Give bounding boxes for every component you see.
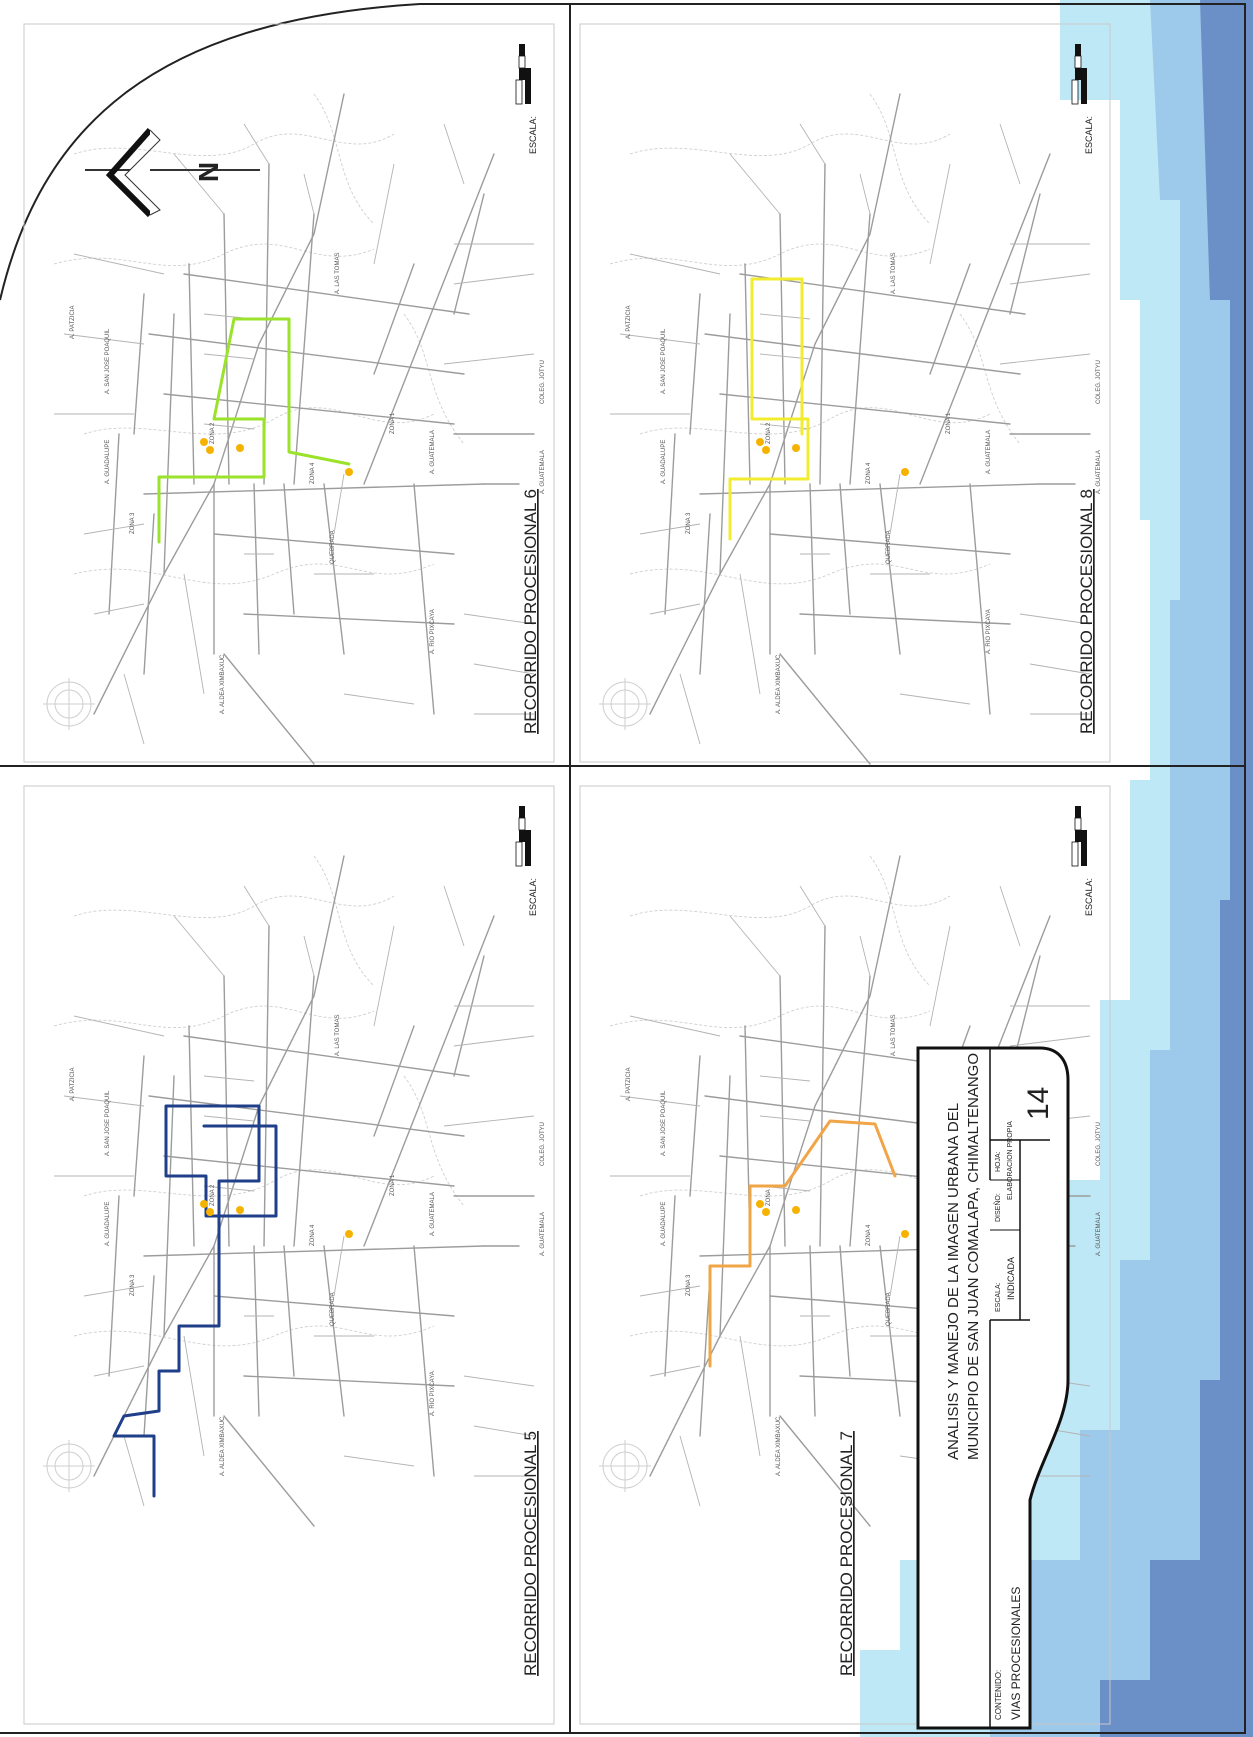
project-title-line1: ANALISIS Y MANEJO DE LA IMAGEN URBANA DE… <box>945 1103 962 1460</box>
map-panel-5: ESCALA: RECORRIDO PROCESIONAL 5 <box>23 785 555 1725</box>
sheet-outline <box>0 3 1246 1734</box>
marker-point <box>756 438 764 446</box>
scale-block-value: INDICADA <box>1006 1257 1016 1300</box>
marker-point <box>200 1200 208 1208</box>
scale-label: ESCALA: <box>1084 116 1094 154</box>
project-title-line2: MUNICIPIO DE SAN JUAN COMALAPA, CHIMALTE… <box>965 1053 982 1460</box>
panel-title: RECORRIDO PROCESIONAL 6 <box>521 489 540 734</box>
marker-point <box>792 444 800 452</box>
marker-point <box>901 1230 909 1238</box>
water-blocks <box>860 0 1253 1737</box>
sheet-number: 14 <box>1022 1087 1055 1120</box>
marker-point <box>792 1206 800 1214</box>
marker-point <box>236 444 244 452</box>
scale-label: ESCALA: <box>528 878 538 916</box>
marker-point <box>206 446 214 454</box>
north-arrow: N <box>85 128 260 218</box>
marker-point <box>200 438 208 446</box>
map-panel-8: ESCALA: RECORRIDO PROCESIONAL 8 <box>579 23 1111 765</box>
panel-title: RECORRIDO PROCESIONAL 7 <box>837 1431 856 1676</box>
map-panel-6: ESCALA: RECORRIDO PROCESIONAL 6 <box>23 23 555 765</box>
content-value: VIAS PROCESIONALES <box>1009 1587 1023 1720</box>
scale-block-label: ESCALA: <box>995 1282 1002 1312</box>
marker-point <box>756 1200 764 1208</box>
marker-point <box>762 1208 770 1216</box>
route-line <box>157 317 351 544</box>
route-line <box>112 1104 278 1498</box>
marker-point <box>236 1206 244 1214</box>
north-letter: N <box>193 162 224 182</box>
scale-label: ESCALA: <box>528 116 538 154</box>
marker-point <box>345 1230 353 1238</box>
content-label: CONTENIDO: <box>994 1670 1003 1720</box>
marker-point <box>762 446 770 454</box>
design-label: DISEÑO: <box>993 1193 1002 1222</box>
panel-title: RECORRIDO PROCESIONAL 5 <box>521 1431 540 1676</box>
sheet-label: HOJA: <box>995 1151 1002 1172</box>
panel-title: RECORRIDO PROCESIONAL 8 <box>1077 489 1096 734</box>
map-panel-7: ESCALA: RECORRIDO PROCESIONAL 7 <box>579 785 1111 1725</box>
scale-label: ESCALA: <box>1084 878 1094 916</box>
route-line <box>728 277 810 541</box>
route-line <box>708 1119 897 1368</box>
title-block: ANALISIS Y MANEJO DE LA IMAGEN URBANA DE… <box>916 1046 1070 1730</box>
marker-point <box>345 468 353 476</box>
marker-point <box>901 468 909 476</box>
marker-point <box>206 1208 214 1216</box>
design-value: ELABORACION PROPIA <box>1007 1121 1014 1200</box>
